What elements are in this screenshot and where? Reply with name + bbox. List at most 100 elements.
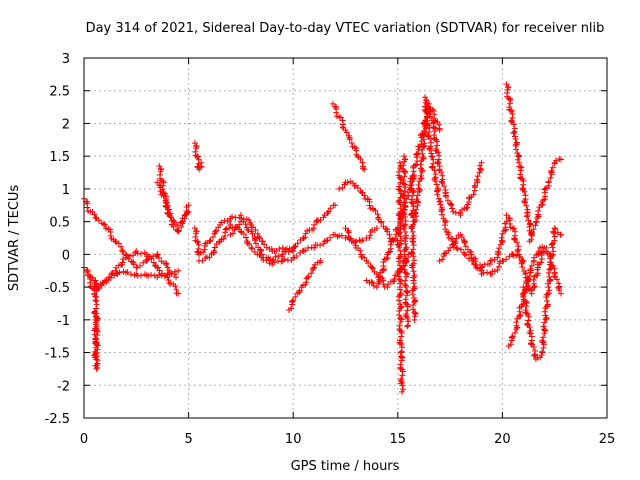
data-point <box>476 162 483 169</box>
data-point <box>395 258 402 265</box>
data-point <box>396 297 403 304</box>
data-point <box>514 248 521 255</box>
data-point <box>211 244 218 251</box>
x-tick-label: 20 <box>494 432 511 447</box>
data-point <box>402 202 409 209</box>
data-point <box>506 220 513 227</box>
data-point <box>412 210 419 217</box>
data-point <box>396 218 403 225</box>
data-point <box>137 250 144 257</box>
data-point <box>211 247 218 254</box>
data-point <box>439 179 446 186</box>
data-point <box>524 212 531 219</box>
data-point <box>435 160 442 167</box>
data-point <box>477 166 484 173</box>
data-point <box>402 184 409 191</box>
data-point <box>450 208 457 215</box>
data-point <box>411 274 418 281</box>
series-spike-c <box>399 153 412 330</box>
data-point <box>302 230 309 237</box>
data-point <box>409 264 416 271</box>
data-point <box>426 147 433 154</box>
data-point <box>413 213 420 220</box>
data-point <box>209 234 216 241</box>
data-point <box>401 173 408 180</box>
data-point <box>357 156 364 163</box>
tick-marks <box>83 57 608 419</box>
data-point <box>387 248 394 255</box>
chart-title: Day 314 of 2021, Sidereal Day-to-day VTE… <box>86 21 605 36</box>
data-point <box>484 269 491 276</box>
data-point <box>463 205 470 212</box>
data-point <box>399 382 406 389</box>
data-point <box>148 271 155 278</box>
data-point <box>510 130 517 137</box>
data-point <box>522 309 529 316</box>
data-point <box>400 225 407 232</box>
data-point <box>438 208 445 215</box>
data-point <box>503 81 510 88</box>
data-point <box>540 344 547 351</box>
data-point <box>338 232 345 239</box>
data-point <box>462 243 469 250</box>
data-point <box>411 299 418 306</box>
data-point <box>387 238 394 245</box>
data-point <box>201 243 208 250</box>
data-point <box>411 209 418 216</box>
data-point <box>352 242 359 249</box>
data-point <box>404 303 411 310</box>
data-point <box>296 287 303 294</box>
data-point <box>168 270 175 277</box>
data-point <box>345 233 352 240</box>
data-point <box>156 267 163 274</box>
data-point <box>541 308 548 315</box>
data-point <box>175 227 182 234</box>
data-point <box>544 301 551 308</box>
data-point <box>468 251 475 258</box>
data-point <box>367 232 374 239</box>
data-point <box>400 180 407 187</box>
data-point <box>100 221 107 228</box>
series-track-j <box>286 257 324 313</box>
data-point <box>339 184 346 191</box>
data-point <box>541 327 548 334</box>
data-point <box>514 239 521 246</box>
data-point <box>428 153 435 160</box>
data-point <box>243 234 250 241</box>
data-point <box>113 270 120 277</box>
data-point <box>542 312 549 319</box>
data-point <box>551 225 558 232</box>
y-tick-label: -2.5 <box>45 412 70 427</box>
data-point <box>400 386 407 393</box>
data-point <box>398 333 405 340</box>
data-point <box>528 340 535 347</box>
data-point <box>305 273 312 280</box>
data-point <box>398 341 405 348</box>
y-tick-label: 2.5 <box>49 85 70 100</box>
data-point <box>550 248 557 255</box>
data-point <box>300 235 307 241</box>
y-tick-label: -2 <box>57 379 70 394</box>
data-point <box>494 254 501 261</box>
data-point <box>285 248 292 255</box>
data-point <box>107 274 114 281</box>
data-point <box>527 266 534 273</box>
data-point <box>336 185 343 192</box>
data-point <box>521 199 528 206</box>
data-point <box>174 222 181 229</box>
data-point <box>523 299 530 306</box>
data-point <box>162 190 169 197</box>
data-point <box>491 268 498 275</box>
data-point <box>392 272 399 279</box>
data-point <box>164 210 171 217</box>
data-point <box>521 289 528 296</box>
data-point <box>399 372 406 379</box>
data-point <box>510 121 517 128</box>
data-point <box>427 135 434 142</box>
y-tick-label: 0 <box>62 248 70 263</box>
data-point <box>222 226 229 233</box>
data-point <box>370 282 377 289</box>
data-point <box>526 329 533 336</box>
data-point <box>545 269 552 276</box>
x-tick-labels: 0 5 10 15 20 25 <box>80 432 615 447</box>
